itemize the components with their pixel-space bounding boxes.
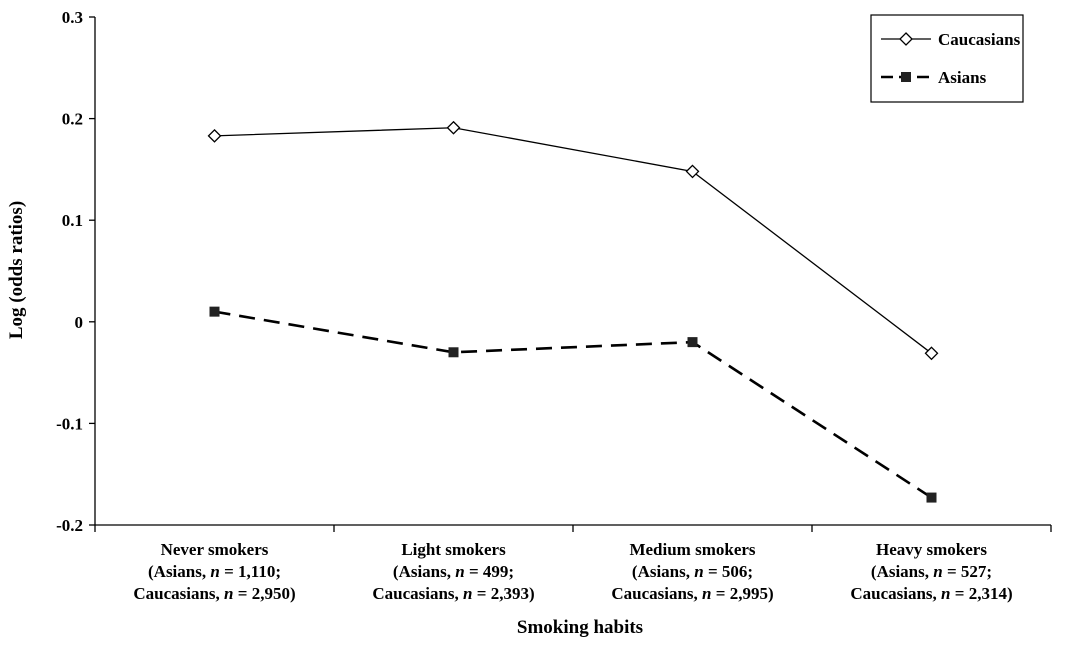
data-point-asians [209,306,220,317]
y-tick-label: 0 [75,313,84,332]
legend-asians-marker [901,72,911,82]
y-axis-ticks: 0.3 0.2 0.1 0 -0.1 -0.2 [56,8,95,535]
x-tick-label: Heavy smokers (Asians, n = 527; Caucasians… [850,540,1012,603]
x-tick-label: Never smokers (Asians, n = 1,110; Caucasia… [133,540,295,603]
data-point-caucasians [685,164,700,179]
y-axis-label: Log (odds ratios) [6,201,27,339]
x-tick-label: Medium smokers (Asians, n = 506; Caucasian… [611,540,773,603]
legend-asians-label: Asians [938,68,987,87]
legend-caucasians-marker [899,32,913,46]
data-point-caucasians [924,346,939,361]
y-tick-label: 0.1 [62,211,83,230]
legend-caucasians-label: Caucasians [938,30,1021,49]
legend: Caucasians Asians [870,14,1024,103]
series-caucasians-line [214,127,932,354]
y-tick-label: -0.1 [56,414,83,433]
data-point-asians [926,492,937,503]
x-axis-ticks: Never smokers (Asians, n = 1,110; Caucasia… [94,525,1052,603]
y-tick-label: 0.3 [62,8,83,27]
data-point-caucasians [446,120,461,135]
x-axis-label: Smoking habits [517,617,643,638]
series-asians-line [214,310,933,499]
y-tick-label: 0.2 [62,110,83,129]
legend-box [870,14,1024,103]
data-point-caucasians [207,128,222,143]
data-point-asians [448,347,459,358]
data-point-asians [687,337,698,348]
x-tick-label: Light smokers (Asians, n = 499; Caucasians… [372,540,534,603]
series-layer [207,120,939,503]
y-tick-label: -0.2 [56,516,83,535]
